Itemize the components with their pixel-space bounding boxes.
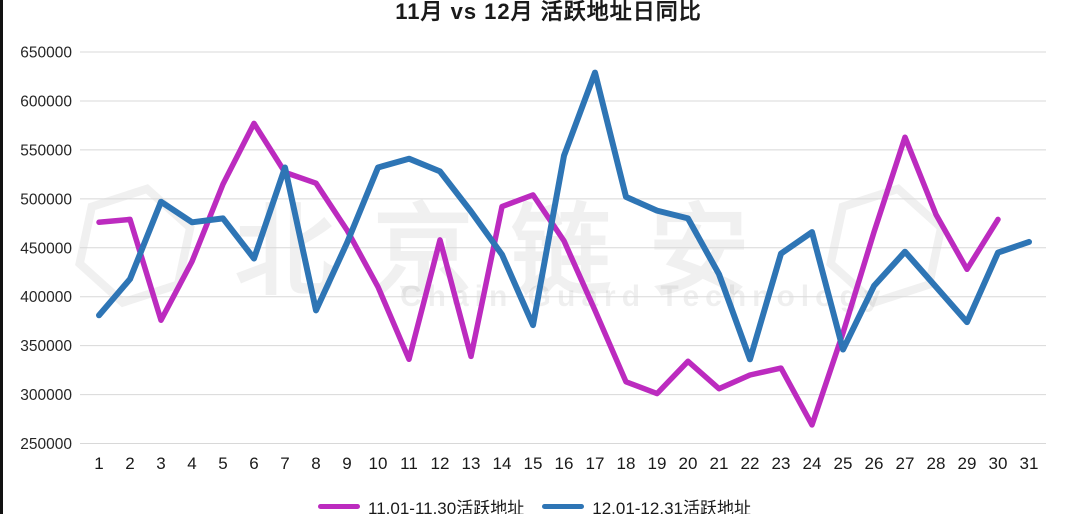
x-tick-label: 4 [187, 454, 196, 473]
x-tick-label: 29 [958, 454, 977, 473]
y-tick-label: 500000 [20, 191, 72, 208]
x-tick-label: 10 [369, 454, 388, 473]
x-tick-label: 28 [927, 454, 946, 473]
x-tick-label: 21 [710, 454, 729, 473]
x-tick-label: 6 [249, 454, 258, 473]
x-tick-label: 1 [94, 454, 103, 473]
x-tick-label: 9 [342, 454, 351, 473]
x-tick-label: 20 [679, 454, 698, 473]
x-tick-label: 18 [617, 454, 636, 473]
x-tick-label: 8 [311, 454, 320, 473]
x-tick-label: 2 [125, 454, 134, 473]
x-tick-label: 24 [803, 454, 822, 473]
chart-title: 11月 vs 12月 活跃地址日同比 [395, 0, 702, 24]
y-tick-label: 300000 [20, 387, 72, 404]
november-series-line [96, 120, 1001, 428]
y-tick-label: 400000 [20, 289, 72, 306]
legend-item-november: 11.01-11.30活跃地址 [318, 494, 524, 514]
chart-legend: 11.01-11.30活跃地址 12.01-12.31活跃地址 [0, 494, 1069, 514]
x-tick-label: 17 [586, 454, 605, 473]
x-tick-label: 7 [280, 454, 289, 473]
december-series-line [96, 69, 1032, 363]
x-tick-label: 5 [218, 454, 227, 473]
x-tick-label: 3 [156, 454, 165, 473]
y-tick-label: 350000 [20, 338, 72, 355]
x-tick-label: 23 [772, 454, 791, 473]
x-tick-label: 25 [834, 454, 853, 473]
x-tick-label: 11 [400, 454, 418, 473]
november-series-label: 11.01-11.30活跃地址 [368, 499, 525, 514]
x-tick-label: 19 [648, 454, 667, 473]
y-tick-label: 600000 [20, 93, 72, 110]
window-left-border [0, 0, 3, 514]
december-series-swatch [542, 504, 585, 509]
y-tick-label: 550000 [20, 142, 72, 159]
legend-item-december: 12.01-12.31活跃地址 [542, 494, 751, 514]
x-tick-label: 13 [462, 454, 481, 473]
x-tick-label: 15 [524, 454, 543, 473]
x-tick-label: 22 [741, 454, 760, 473]
x-tick-label: 16 [555, 454, 574, 473]
x-tick-label: 12 [431, 454, 450, 473]
december-series-label: 12.01-12.31活跃地址 [592, 499, 751, 514]
x-tick-label: 31 [1020, 454, 1039, 473]
y-tick-label: 650000 [20, 45, 72, 62]
x-tick-label: 14 [493, 454, 512, 473]
x-tick-label: 27 [896, 454, 915, 473]
y-tick-label: 450000 [20, 240, 72, 257]
x-tick-label: 30 [989, 454, 1008, 473]
november-series-swatch [318, 504, 360, 509]
y-tick-label: 250000 [20, 436, 72, 453]
x-tick-label: 26 [865, 454, 884, 473]
